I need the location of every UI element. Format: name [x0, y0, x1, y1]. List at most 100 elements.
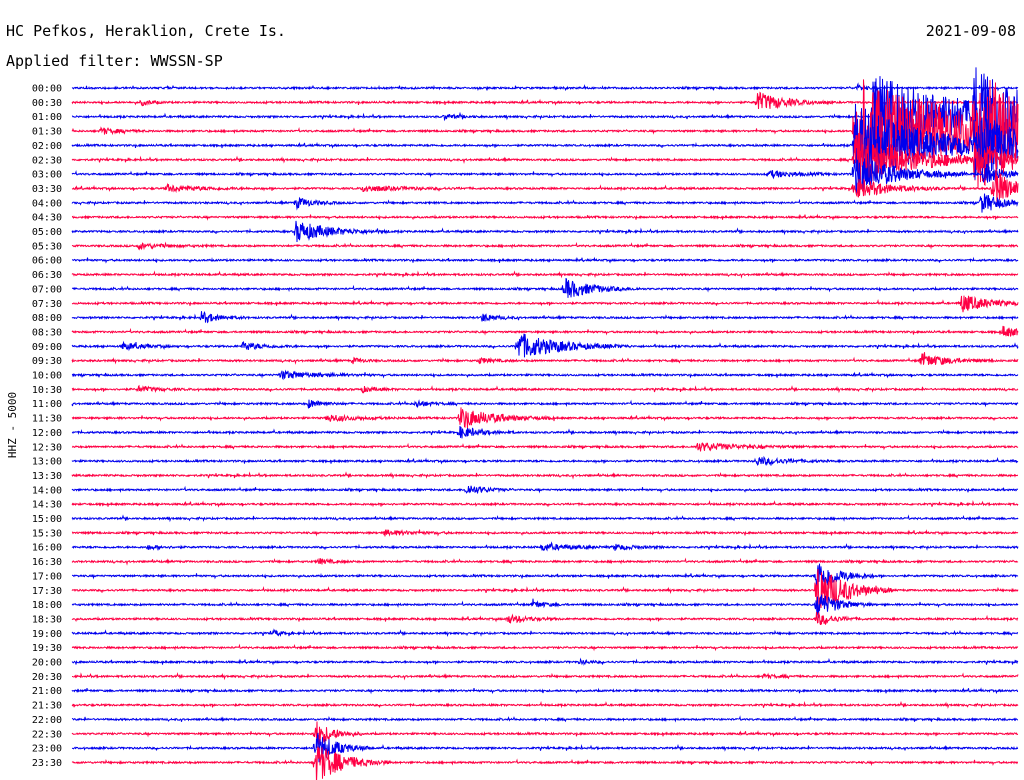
trace-row: [71, 541, 1019, 552]
trace-row: [71, 82, 1019, 92]
row-time-label: 23:30: [32, 758, 62, 769]
trace-row: [71, 628, 1019, 638]
row-time-label: 18:00: [32, 600, 62, 611]
date-label: 2021-09-08: [926, 22, 1016, 40]
station-title: HC Pefkos, Heraklion, Crete Is.: [6, 22, 286, 40]
row-time-label: 06:00: [32, 256, 62, 267]
row-time-label: 17:30: [32, 586, 62, 597]
row-time-label: 15:00: [32, 514, 62, 525]
row-time-label: 22:30: [32, 729, 62, 740]
row-time-label: 14:30: [32, 500, 62, 511]
row-time-label: 08:30: [32, 327, 62, 338]
filter-label: Applied filter: WWSSN-SP: [6, 52, 223, 70]
row-time-label: 00:30: [32, 98, 62, 109]
row-time-label: 01:30: [32, 127, 62, 138]
trace-row: [71, 333, 1019, 358]
row-time-label: 07:30: [32, 299, 62, 310]
trace-row: [71, 352, 1019, 366]
trace-row: [71, 310, 1019, 324]
trace-row: [71, 471, 1018, 480]
row-time-label: 01:00: [32, 112, 62, 123]
row-time-label: 02:00: [32, 141, 62, 152]
trace-row: [71, 399, 1019, 409]
row-time-label: 03:30: [32, 184, 62, 195]
row-time-label: 11:00: [32, 399, 62, 410]
row-time-label: 09:30: [32, 356, 62, 367]
trace-row: [71, 514, 1019, 523]
trace-row: [71, 499, 1019, 508]
row-time-label: 14:00: [32, 485, 62, 496]
row-time-label: 22:00: [32, 715, 62, 726]
row-time-label: 11:30: [32, 414, 62, 425]
trace-row: [71, 657, 1019, 666]
row-time-label: 15:30: [32, 528, 62, 539]
row-time-label: 06:30: [32, 270, 62, 281]
trace-row: [71, 529, 1019, 537]
trace-row: [71, 715, 1018, 723]
trace-row: [71, 425, 1019, 439]
row-time-label: 04:00: [32, 198, 62, 209]
trace-row: [71, 746, 1019, 780]
trace-row: [71, 384, 1019, 394]
row-time-label: 05:00: [32, 227, 62, 238]
trace-row: [71, 91, 1018, 110]
trace-row: [71, 67, 1019, 162]
trace-row: [71, 721, 1019, 746]
row-time-label: 04:30: [32, 213, 62, 224]
row-time-label: 20:30: [32, 672, 62, 683]
trace-row: [71, 611, 1019, 626]
trace-row: [71, 277, 1019, 298]
row-time-label: 19:30: [32, 643, 62, 654]
trace-row: [71, 442, 1019, 452]
trace-row: [71, 594, 1019, 618]
trace-row: [71, 241, 1019, 251]
trace-row: [71, 687, 1019, 695]
trace-row: [71, 133, 1019, 182]
trace-row: [71, 295, 1019, 313]
channel-axis-label: HHZ - 5000: [6, 392, 19, 458]
trace-row: [71, 563, 1019, 589]
trace-row: [71, 169, 1019, 206]
row-time-label: 12:00: [32, 428, 62, 439]
trace-row: [71, 325, 1019, 337]
row-time-label: 21:00: [32, 686, 62, 697]
trace-row: [71, 270, 1019, 279]
row-time-label: 07:00: [32, 284, 62, 295]
row-time-label: 02:30: [32, 155, 62, 166]
row-time-label: 09:00: [32, 342, 62, 353]
trace-row: [71, 732, 1019, 763]
row-time-label: 21:30: [32, 701, 62, 712]
row-time-label: 10:00: [32, 371, 62, 382]
traces: [71, 67, 1019, 780]
row-time-label: 10:30: [32, 385, 62, 396]
row-time-label: 19:00: [32, 629, 62, 640]
trace-row: [72, 672, 1019, 681]
row-time-label: 05:30: [32, 241, 62, 252]
row-time-label: 17:00: [32, 571, 62, 582]
trace-row: [71, 485, 1019, 494]
row-time-label: 03:00: [32, 170, 62, 181]
row-time-label: 12:30: [32, 442, 62, 453]
trace-row: [71, 256, 1019, 264]
trace-row: [71, 193, 1019, 213]
row-time-label: 16:30: [32, 557, 62, 568]
trace-row: [71, 643, 1019, 652]
trace-row: [71, 557, 1019, 566]
row-time-label: 08:00: [32, 313, 62, 324]
row-time-label: 13:30: [32, 471, 62, 482]
row-time-label: 18:30: [32, 614, 62, 625]
trace-row: [71, 569, 1019, 616]
row-time-label: 13:00: [32, 457, 62, 468]
trace-row: [71, 220, 1019, 243]
row-time-label: 23:00: [32, 744, 62, 755]
row-time-label: 00:00: [32, 84, 62, 95]
trace-row: [71, 407, 1019, 429]
trace-row: [71, 700, 1019, 709]
row-time-label: 16:00: [32, 543, 62, 554]
trace-row: [71, 213, 1019, 221]
trace-row: [71, 455, 1019, 467]
row-labels: 00:00 00:30 01:00 01:30 02:00 02:30 03:00 03:30…: [32, 84, 62, 769]
trace-row: [71, 369, 1019, 381]
row-time-label: 20:00: [32, 658, 62, 669]
